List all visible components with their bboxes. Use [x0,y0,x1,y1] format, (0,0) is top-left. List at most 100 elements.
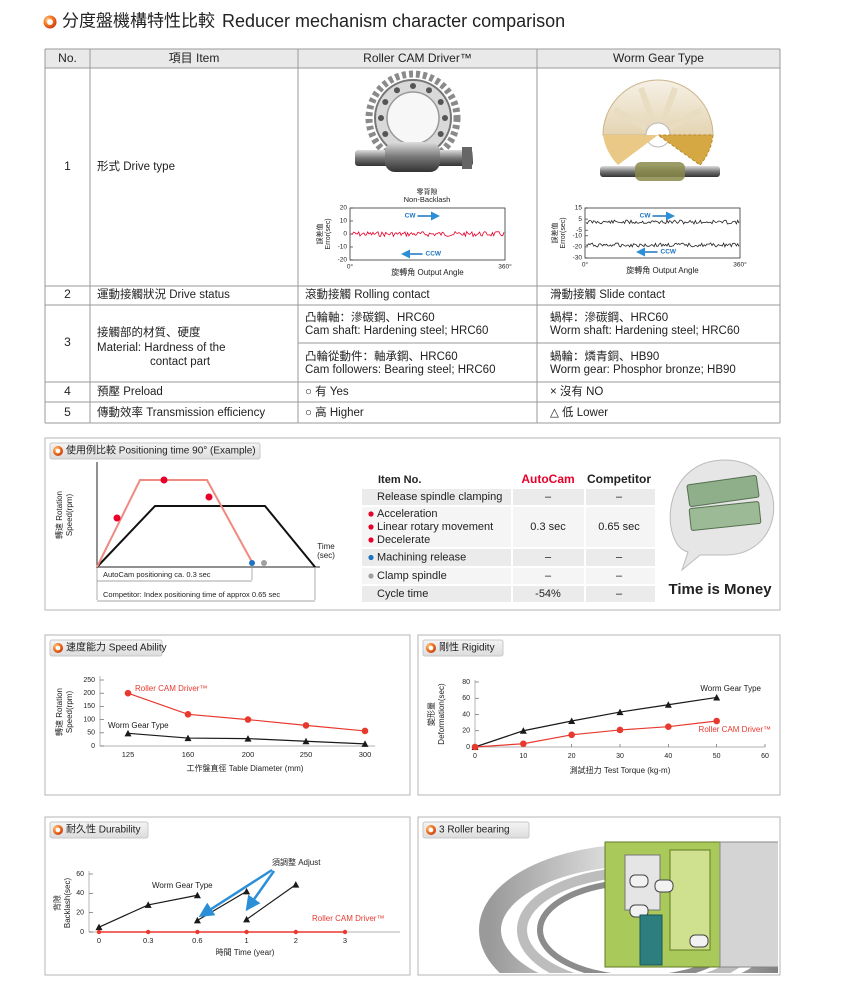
row-item: 預壓 Preload [97,385,163,398]
worm-cell: × 沒有 NO [550,384,603,398]
marker [184,711,192,718]
gear-illustration [378,115,384,121]
row-item: Material: Hardness of the [97,342,225,354]
table-row-bg [362,549,655,566]
marker [616,726,624,734]
roller-cell: ○ 有 Yes [305,384,349,398]
bullet [368,537,374,543]
x-tick-label: 360° [733,261,747,269]
marker [144,901,152,908]
marker [95,923,103,931]
annotation-arrow [245,870,276,912]
table-value: – [545,570,552,582]
panel-title: 速度能力 Speed Ability [66,641,167,654]
table-value: – [616,588,623,600]
marker [146,929,151,935]
column-header: Worm Gear Type [613,51,704,65]
roller-cell: 凸輪軸：滲碳鋼、HRC60 [305,310,435,324]
y-tick-label: 0 [80,929,84,936]
panel [44,634,411,796]
panel-tab [49,639,163,657]
y-tick-label: 20 [340,205,348,212]
roller-element [689,934,709,948]
series-label: Worm Gear Type [700,684,761,693]
marker [361,727,369,735]
series-label: Worm Gear Type [152,881,213,890]
marker [519,727,527,734]
y-tick-label: 20 [76,910,84,917]
worm-cell: 滑動接觸 Slide contact [550,287,666,301]
y-axis-label: Speed(rpm) [65,691,74,734]
x-tick-label: 200 [242,750,255,759]
ccw-label: CCW [661,249,677,256]
chart-note: 零背隙 [417,187,438,196]
gear-illustration [382,99,389,105]
icon-core [47,19,53,25]
row-number: 3 [64,335,71,349]
panel-title: 3 Roller bearing [439,825,510,836]
panel-title: 耐久性 Durability [66,823,140,836]
table-value: – [545,551,552,563]
x-tick-label: 160 [182,750,195,759]
roller-cell: Cam followers: Bearing steel; HRC60 [305,364,495,376]
marker [616,708,624,716]
panel-tab [49,442,261,460]
series-line [474,696,717,748]
error-trace [585,242,740,248]
bearing-section [719,841,778,968]
y-axis-label: 轉速 Rotation [54,491,64,539]
column-header: Roller CAM Driver™ [363,51,472,65]
y-tick-label: 80 [462,679,470,686]
x-tick-label: 0° [347,263,354,271]
icon-core [55,645,61,651]
y-axis-label: 誤差值 [550,223,559,244]
competitor-profile [96,505,316,568]
row-number: 2 [64,287,71,301]
error-trace [350,230,505,238]
panel-tab [422,639,504,657]
note: AutoCam positioning ca. 0.3 sec [103,570,211,579]
bullet [368,554,374,561]
marker [193,916,201,924]
bearing-section [639,914,663,966]
row-number: 4 [64,384,71,398]
x-axis-label: 旋轉角 Output Angle [626,265,699,275]
roller-cell: 滾動接觸 Rolling contact [305,287,430,301]
marker [244,929,249,935]
table-item: Acceleration [377,508,438,520]
y-tick-label: -10 [573,232,583,239]
table-value: 0.65 sec [598,521,640,533]
y-axis-label: Backlash(sec) [63,878,72,929]
table-item: Release spindle clamping [377,491,502,503]
phase-dot [113,514,121,522]
marker [302,737,310,745]
panel [417,634,781,796]
x-tick-label: 10 [519,753,527,760]
y-tick-label: -20 [338,257,348,264]
marker [520,740,527,748]
x-tick-label: 3 [343,936,347,945]
y-tick-label: -20 [573,244,583,251]
bearing-illustration [479,841,778,973]
marker [302,722,310,729]
roller-cell: 凸輪從動件：軸承鋼、HRC60 [305,349,458,363]
gear-illustration [437,99,444,105]
money-illustration [688,501,762,531]
x-axis-label: 測試扭力 Test Torque (kg-m) [570,765,671,775]
cw-label: CW [405,213,417,220]
panel-title: 剛性 Rigidity [439,641,495,654]
y-tick-label: 0 [466,744,470,751]
worm-cell: Worm gear: Phosphor bronze; HB90 [550,364,736,376]
y-axis-label: 背隙 [52,895,62,911]
marker [195,929,200,935]
panel-title: 使用例比較 Positioning time 90° (Example) [66,444,256,457]
column-header: No. [58,51,77,65]
y-tick-label: 50 [87,730,95,737]
gear-illustration [437,131,444,137]
money-illustration [686,474,760,508]
marker [244,735,252,742]
x-tick-label: 40 [664,753,672,760]
y-axis-label: Error(sec) [325,218,332,249]
marker [665,723,672,730]
